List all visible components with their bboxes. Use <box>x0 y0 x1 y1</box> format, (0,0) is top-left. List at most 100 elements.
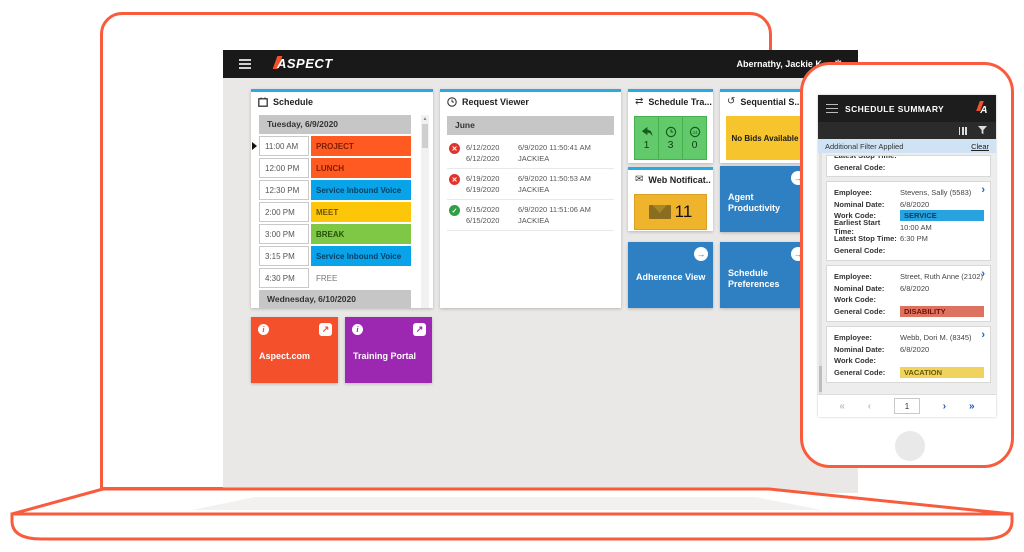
trade-counts-box[interactable]: 1 3 24 0 <box>634 116 707 160</box>
schedule-time: 3:00 PM <box>259 224 309 244</box>
filter-icon[interactable] <box>978 126 987 135</box>
list-scrollbar[interactable] <box>819 153 822 394</box>
field-label: General Code: <box>834 245 886 255</box>
general-code-chip: DISABILITY <box>900 305 984 317</box>
schedule-widget: Schedule Tuesday, 6/9/2020 11:00 AM PROJ… <box>251 89 433 308</box>
trade-count: 0 <box>691 138 698 151</box>
request-date: 6/19/2020 <box>466 174 500 183</box>
request-user: JACKIEA <box>518 154 550 163</box>
scroll-up-icon[interactable]: ▲ <box>422 116 428 122</box>
schedule-row[interactable]: 4:30 PM FREE <box>259 268 411 288</box>
tile-label: Schedule Preferences <box>728 268 780 289</box>
tile-label: Adherence View <box>636 272 706 282</box>
filter-applied-bar: Additional Filter Applied Clear <box>818 139 996 153</box>
request-row[interactable]: ✕ 6/19/2020 6/19/2020 6/9/2020 11:50:53 A… <box>447 169 614 200</box>
info-icon: i <box>352 324 363 335</box>
schedule-row[interactable]: 12:00 PM LUNCH <box>259 158 411 178</box>
page-number-input[interactable]: 1 <box>893 398 920 414</box>
request-user: JACKIEA <box>518 185 550 194</box>
tile-label: Aspect.com <box>259 351 311 361</box>
field-label: Work Code: <box>834 295 876 305</box>
summary-card[interactable]: › Employee: Webb, Dori M. (8345) Nominal … <box>826 326 991 383</box>
request-viewer-widget: Request Viewer June ✕ 6/12/2020 6/12/2020… <box>440 89 621 308</box>
request-list: June ✕ 6/12/2020 6/12/2020 6/9/2020 11:50… <box>440 112 621 231</box>
sequential-shift-header: ↺ Sequential S... <box>720 92 810 112</box>
denied-status-icon: ✕ <box>449 143 460 154</box>
request-timestamp: 6/9/2020 11:50:53 AM <box>518 174 591 183</box>
web-notifications-header: ✉ Web Notificat.. <box>628 170 713 190</box>
undo-arrow-icon <box>641 126 653 137</box>
schedule-list: Tuesday, 6/9/2020 11:00 AM PROJECT 12:00… <box>251 112 433 308</box>
columns-icon[interactable] <box>958 126 967 135</box>
schedule-time: 2:00 PM <box>259 202 309 222</box>
chevron-right-icon[interactable]: › <box>981 184 985 196</box>
schedule-row[interactable]: 2:00 PM MEET <box>259 202 411 222</box>
field-label: Nominal Date: <box>834 344 885 354</box>
notification-count-box[interactable]: 11 <box>634 194 707 230</box>
adherence-view-tile[interactable]: → Adherence View <box>628 242 713 308</box>
first-page-button[interactable]: « <box>839 400 845 412</box>
schedule-activity: Service Inbound Voice <box>311 180 411 200</box>
menu-icon[interactable] <box>826 103 838 114</box>
agent-productivity-tile[interactable]: → Agent Productivity <box>720 166 810 232</box>
field-label: Employee: <box>834 188 872 198</box>
summary-card[interactable]: › Employee: Street, Ruth Anne (2102) Nomi… <box>826 265 991 322</box>
schedule-row[interactable]: 11:00 AM PROJECT <box>252 136 411 156</box>
approved-status-icon: ✓ <box>449 205 460 216</box>
request-row[interactable]: ✓ 6/15/2020 6/15/2020 6/9/2020 11:51:06 A… <box>447 200 614 231</box>
app-topbar: ASPECT Abernathy, Jackie K. ⚙ <box>223 50 858 78</box>
clear-filter-link[interactable]: Clear <box>971 141 989 151</box>
schedule-widget-title: Schedule <box>273 97 314 107</box>
user-name[interactable]: Abernathy, Jackie K. <box>736 59 825 69</box>
aspect-com-tile[interactable]: i ↗ Aspect.com <box>251 317 338 383</box>
request-viewer-header: Request Viewer <box>440 92 621 112</box>
filter-applied-message: Additional Filter Applied <box>825 141 904 151</box>
notification-count: 11 <box>674 202 693 221</box>
schedule-activity: MEET <box>311 202 411 222</box>
laptop-mockup: ASPECT Abernathy, Jackie K. ⚙ Schedule T… <box>100 12 858 493</box>
calendar-icon <box>258 97 268 107</box>
field-label: Latest Stop Time: <box>834 234 897 244</box>
schedule-row[interactable]: 3:15 PM Service Inbound Voice <box>259 246 411 266</box>
employee-value: Street, Ruth Anne (2102) <box>900 272 983 282</box>
menu-icon[interactable] <box>239 59 251 69</box>
next-page-button[interactable]: › <box>942 400 947 412</box>
field-label: Nominal Date: <box>834 283 885 293</box>
earliest-start-value: 10:00 AM <box>900 222 932 232</box>
schedule-preferences-tile[interactable]: → Schedule Preferences <box>720 242 810 308</box>
last-page-button[interactable]: » <box>968 400 975 412</box>
request-date: 6/15/2020 <box>466 205 500 214</box>
schedule-scrollbar[interactable]: ▲ ▼ <box>421 115 429 308</box>
field-label: General Code: <box>834 367 886 377</box>
request-date: 6/12/2020 <box>466 154 500 163</box>
chevron-right-icon[interactable]: › <box>981 268 985 280</box>
envelope-icon <box>648 205 671 219</box>
schedule-trade-title: Schedule Tra... <box>648 97 712 107</box>
chevron-right-icon[interactable]: › <box>981 329 985 341</box>
schedule-row[interactable]: 12:30 PM Service Inbound Voice <box>259 180 411 200</box>
nominal-date-value: 6/8/2020 <box>900 199 930 209</box>
home-button[interactable] <box>895 431 925 461</box>
schedule-time: 11:00 AM <box>259 136 309 156</box>
schedule-row[interactable]: 3:00 PM BREAK <box>259 224 411 244</box>
scroll-thumb[interactable] <box>819 366 822 392</box>
summary-card[interactable]: › Employee: Stevens, Sally (5583) Nominal… <box>826 181 991 261</box>
scroll-thumb[interactable] <box>422 124 428 148</box>
request-row[interactable]: ✕ 6/12/2020 6/12/2020 6/9/2020 11:50:41 A… <box>447 138 614 169</box>
swap-arrows-icon: ⇄ <box>635 96 644 107</box>
schedule-trade-header: ⇄ Schedule Tra... <box>628 92 713 112</box>
trade-count: 1 <box>643 138 650 151</box>
prev-page-button[interactable]: ‹ <box>867 400 872 412</box>
summary-card-partial[interactable]: Latest Stop Time: General Code: <box>826 155 991 177</box>
aspect-logo-mark: A <box>980 104 988 116</box>
external-link-icon: ↗ <box>413 323 426 336</box>
nominal-date-value: 6/8/2020 <box>900 283 930 293</box>
schedule-activity: LUNCH <box>311 158 411 178</box>
training-portal-tile[interactable]: i ↗ Training Portal <box>345 317 432 383</box>
tile-label: Training Portal <box>353 351 417 361</box>
schedule-activity: FREE <box>316 273 338 283</box>
request-viewer-title: Request Viewer <box>462 97 529 107</box>
web-notifications-title: Web Notificat.. <box>648 175 711 185</box>
request-date: 6/15/2020 <box>466 216 500 225</box>
schedule-activity: Service Inbound Voice <box>311 246 411 266</box>
